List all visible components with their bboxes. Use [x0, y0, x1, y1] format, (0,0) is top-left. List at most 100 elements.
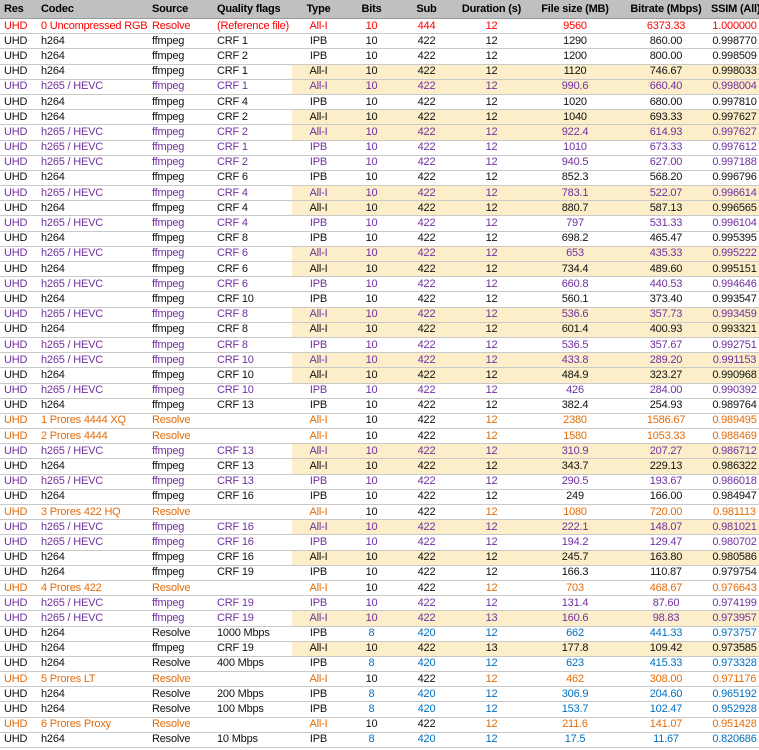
- cell-res[interactable]: UHD: [0, 215, 37, 232]
- cell-duration[interactable]: 12: [455, 33, 528, 50]
- cell-quality-flags[interactable]: [213, 671, 292, 688]
- cell-bitrate[interactable]: 489.60: [622, 261, 710, 278]
- header-sub[interactable]: Sub: [398, 0, 455, 19]
- cell-quality-flags[interactable]: [213, 428, 292, 445]
- cell-ssim[interactable]: 0.991153: [710, 352, 759, 369]
- cell-quality-flags[interactable]: CRF 2: [213, 155, 292, 171]
- cell-bits[interactable]: 10: [345, 170, 398, 187]
- cell-res[interactable]: UHD: [0, 109, 37, 126]
- cell-res[interactable]: UHD: [0, 337, 37, 354]
- cell-source[interactable]: ffmpeg: [148, 170, 213, 187]
- cell-source[interactable]: ffmpeg: [148, 383, 213, 399]
- cell-res[interactable]: UHD: [0, 398, 37, 414]
- cell-codec[interactable]: 1 Prores 4444 XQ: [37, 413, 148, 430]
- cell-duration[interactable]: 12: [455, 534, 528, 551]
- cell-source[interactable]: ffmpeg: [148, 155, 213, 171]
- cell-source[interactable]: Resolve: [148, 18, 213, 35]
- cell-source[interactable]: ffmpeg: [148, 337, 213, 354]
- cell-res[interactable]: UHD: [0, 428, 37, 445]
- cell-source[interactable]: Resolve: [148, 686, 213, 703]
- cell-bits[interactable]: 10: [345, 671, 398, 688]
- cell-duration[interactable]: 12: [455, 124, 528, 141]
- cell-quality-flags[interactable]: [213, 413, 292, 430]
- cell-type[interactable]: IPB: [292, 474, 345, 490]
- cell-type[interactable]: All-I: [292, 550, 345, 566]
- cell-codec[interactable]: h264: [37, 170, 148, 187]
- cell-sub[interactable]: 422: [398, 398, 455, 414]
- cell-sub[interactable]: 420: [398, 626, 455, 642]
- cell-sub[interactable]: 422: [398, 428, 455, 445]
- cell-res[interactable]: UHD: [0, 489, 37, 506]
- cell-file-size[interactable]: 880.7: [528, 200, 622, 217]
- cell-sub[interactable]: 422: [398, 185, 455, 202]
- cell-codec[interactable]: h264: [37, 109, 148, 126]
- cell-quality-flags[interactable]: CRF 10: [213, 291, 292, 308]
- cell-sub[interactable]: 422: [398, 170, 455, 187]
- cell-bits[interactable]: 10: [345, 519, 398, 536]
- cell-codec[interactable]: h265 / HEVC: [37, 215, 148, 232]
- cell-sub[interactable]: 422: [398, 641, 455, 657]
- cell-file-size[interactable]: 1580: [528, 428, 622, 445]
- cell-sub[interactable]: 422: [398, 109, 455, 126]
- cell-type[interactable]: All-I: [292, 64, 345, 80]
- cell-source[interactable]: Resolve: [148, 428, 213, 445]
- cell-quality-flags[interactable]: CRF 16: [213, 519, 292, 536]
- cell-codec[interactable]: h264: [37, 656, 148, 673]
- cell-bits[interactable]: 10: [345, 200, 398, 217]
- cell-res[interactable]: UHD: [0, 79, 37, 95]
- cell-sub[interactable]: 422: [398, 383, 455, 399]
- cell-codec[interactable]: h265 / HEVC: [37, 383, 148, 399]
- cell-res[interactable]: UHD: [0, 565, 37, 581]
- cell-type[interactable]: All-I: [292, 458, 345, 475]
- cell-quality-flags[interactable]: CRF 8: [213, 322, 292, 338]
- cell-type[interactable]: IPB: [292, 337, 345, 354]
- cell-source[interactable]: Resolve: [148, 504, 213, 521]
- cell-sub[interactable]: 422: [398, 352, 455, 369]
- cell-type[interactable]: IPB: [292, 155, 345, 171]
- cell-ssim[interactable]: 0.990968: [710, 367, 759, 384]
- cell-ssim[interactable]: 0.984947: [710, 489, 759, 506]
- cell-res[interactable]: UHD: [0, 732, 37, 749]
- cell-file-size[interactable]: 1080: [528, 504, 622, 521]
- cell-quality-flags[interactable]: 200 Mbps: [213, 686, 292, 703]
- cell-bitrate[interactable]: 11.67: [622, 732, 710, 749]
- cell-sub[interactable]: 422: [398, 291, 455, 308]
- cell-quality-flags[interactable]: CRF 8: [213, 231, 292, 247]
- cell-type[interactable]: All-I: [292, 641, 345, 657]
- cell-ssim[interactable]: 0.951428: [710, 717, 759, 733]
- cell-type[interactable]: IPB: [292, 686, 345, 703]
- cell-source[interactable]: ffmpeg: [148, 231, 213, 247]
- cell-bitrate[interactable]: 193.67: [622, 474, 710, 490]
- cell-codec[interactable]: h264: [37, 261, 148, 278]
- cell-ssim[interactable]: 0.988469: [710, 428, 759, 445]
- cell-codec[interactable]: 4 Prores 422: [37, 580, 148, 597]
- cell-duration[interactable]: 12: [455, 140, 528, 156]
- cell-ssim[interactable]: 0.994646: [710, 276, 759, 293]
- cell-quality-flags[interactable]: CRF 10: [213, 352, 292, 369]
- cell-source[interactable]: ffmpeg: [148, 595, 213, 612]
- cell-res[interactable]: UHD: [0, 443, 37, 460]
- cell-file-size[interactable]: 560.1: [528, 291, 622, 308]
- cell-codec[interactable]: h264: [37, 626, 148, 642]
- cell-ssim[interactable]: 0.997188: [710, 155, 759, 171]
- cell-sub[interactable]: 422: [398, 595, 455, 612]
- cell-ssim[interactable]: 0.997810: [710, 94, 759, 111]
- cell-source[interactable]: ffmpeg: [148, 367, 213, 384]
- cell-sub[interactable]: 420: [398, 686, 455, 703]
- cell-bits[interactable]: 10: [345, 550, 398, 566]
- cell-source[interactable]: Resolve: [148, 671, 213, 688]
- cell-bitrate[interactable]: 141.07: [622, 717, 710, 733]
- cell-bits[interactable]: 10: [345, 337, 398, 354]
- cell-bits[interactable]: 10: [345, 534, 398, 551]
- cell-file-size[interactable]: 990.6: [528, 79, 622, 95]
- cell-bits[interactable]: 10: [345, 367, 398, 384]
- cell-type[interactable]: IPB: [292, 398, 345, 414]
- cell-duration[interactable]: 12: [455, 215, 528, 232]
- cell-bits[interactable]: 8: [345, 656, 398, 673]
- cell-source[interactable]: ffmpeg: [148, 519, 213, 536]
- cell-codec[interactable]: h265 / HEVC: [37, 337, 148, 354]
- cell-file-size[interactable]: 536.5: [528, 337, 622, 354]
- cell-type[interactable]: IPB: [292, 565, 345, 581]
- cell-duration[interactable]: 12: [455, 352, 528, 369]
- cell-file-size[interactable]: 660.8: [528, 276, 622, 293]
